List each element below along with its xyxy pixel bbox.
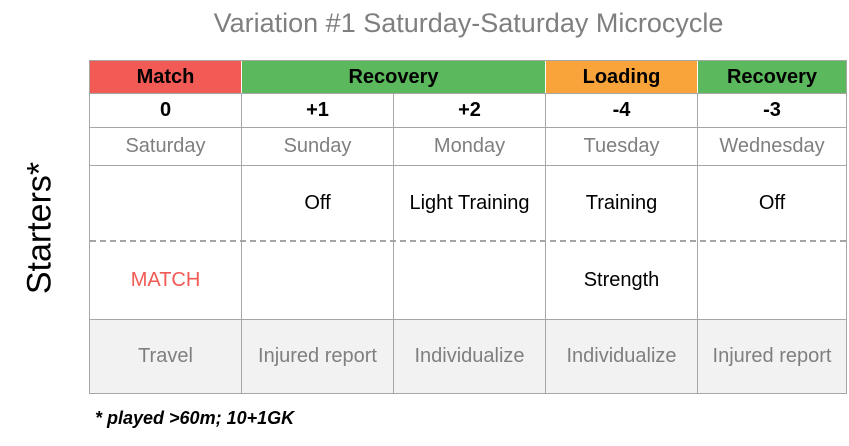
- day-name: Monday: [394, 127, 546, 165]
- phase-recovery-1: Recovery: [242, 61, 546, 93]
- note-cell: Injured report: [698, 319, 846, 393]
- session-top: Off: [758, 191, 786, 214]
- note-cell: Injured report: [242, 319, 394, 393]
- row-divider: [90, 319, 846, 320]
- day-name: Saturday: [90, 127, 242, 165]
- phase-recovery-2: Recovery: [698, 61, 846, 93]
- microcycle-table: Match Recovery Loading Recovery 0 +1 +2 …: [89, 60, 847, 394]
- session-bottom: [394, 241, 546, 319]
- day-number: 0: [90, 93, 242, 127]
- session-bottom: MATCH: [90, 241, 242, 319]
- row-divider: [90, 165, 846, 166]
- day-name: Tuesday: [546, 127, 698, 165]
- note-cell: Individualize: [546, 319, 698, 393]
- day-number: -3: [698, 93, 846, 127]
- session-top: [90, 165, 242, 241]
- phase-label: Match: [136, 65, 195, 88]
- session-bottom: Strength: [546, 241, 698, 319]
- phase-label: Recovery: [348, 65, 439, 88]
- session-bottom: [698, 241, 846, 319]
- day-number: -4: [546, 93, 698, 127]
- phase-loading: Loading: [546, 61, 698, 93]
- footnote: * played >60m; 10+1GK: [95, 408, 295, 428]
- note-cell: Individualize: [394, 319, 546, 393]
- note-cell: Travel: [90, 319, 242, 393]
- session-top: Training: [546, 165, 698, 241]
- phase-label: Recovery: [726, 65, 818, 88]
- phase-match: Match: [90, 61, 242, 93]
- session-top: Light Training: [394, 165, 546, 241]
- row-divider: [90, 93, 846, 94]
- session-area: [90, 165, 846, 319]
- chart-title: Variation #1 Saturday-Saturday Microcycl…: [213, 8, 724, 38]
- row-divider: [90, 127, 846, 128]
- session-top: Off: [242, 165, 394, 241]
- session-bottom: [242, 241, 394, 319]
- day-number: +1: [242, 93, 394, 127]
- dashed-divider: [90, 240, 846, 242]
- day-name: Wednesday: [698, 127, 846, 165]
- phase-label: Loading: [582, 65, 661, 88]
- starters-label: Starters*: [20, 161, 59, 295]
- day-number: +2: [394, 93, 546, 127]
- day-name: Sunday: [242, 127, 394, 165]
